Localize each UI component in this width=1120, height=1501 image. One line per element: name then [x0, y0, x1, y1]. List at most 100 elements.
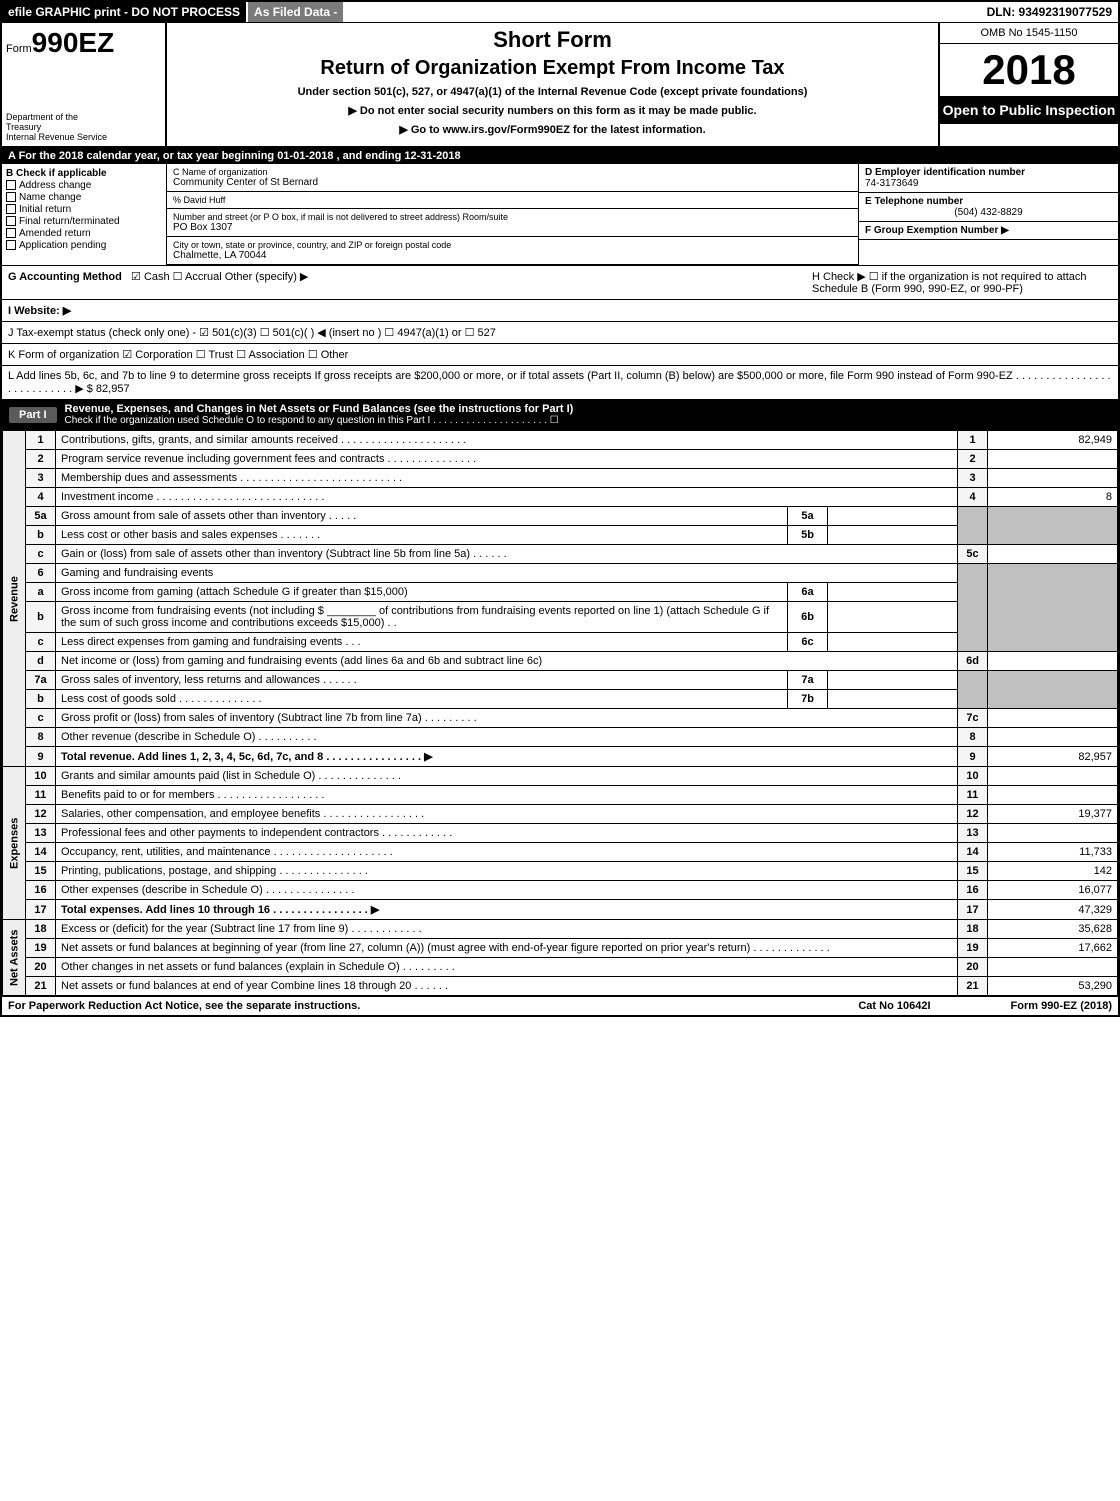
- department: Department of the Treasury Internal Reve…: [6, 112, 161, 142]
- phone-label: E Telephone number: [865, 196, 963, 207]
- paperwork-notice: For Paperwork Reduction Act Notice, see …: [8, 1000, 858, 1012]
- line-12-value: 19,377: [988, 805, 1118, 824]
- line-1-value: 82,949: [988, 431, 1118, 450]
- short-form-title: Short Form: [175, 27, 930, 53]
- website-label: I Website: ▶: [8, 304, 71, 317]
- care-of-value: % David Huff: [173, 195, 852, 205]
- box-c-org-info: C Name of organization Community Center …: [167, 164, 858, 265]
- line-7b: b Less cost of goods sold . . . . . . . …: [3, 690, 1118, 709]
- line-7a: 7a Gross sales of inventory, less return…: [3, 671, 1118, 690]
- line-19-value: 17,662: [988, 939, 1118, 958]
- group-exemption-field: F Group Exemption Number ▶: [859, 222, 1118, 240]
- phone-field: E Telephone number (504) 432-8829: [859, 193, 1118, 222]
- ein-label: D Employer identification number: [865, 167, 1025, 178]
- accounting-method: G Accounting Method ☑ Cash ☐ Accrual Oth…: [8, 270, 812, 283]
- line-11-value: [988, 786, 1118, 805]
- org-name-field: C Name of organization Community Center …: [167, 164, 858, 192]
- line-1: Revenue 1 Contributions, gifts, grants, …: [3, 431, 1118, 450]
- g-label: G Accounting Method: [8, 271, 122, 283]
- line-2-value: [988, 450, 1118, 469]
- revenue-section-label: Revenue: [3, 431, 26, 767]
- line-9-value: 82,957: [988, 747, 1118, 767]
- line-5a-value: [828, 507, 958, 526]
- form-of-organization[interactable]: K Form of organization ☑ Corporation ☐ T…: [8, 348, 348, 361]
- check-name-change[interactable]: Name change: [6, 192, 162, 203]
- line-6d: d Net income or (loss) from gaming and f…: [3, 652, 1118, 671]
- address-field: Number and street (or P O box, if mail i…: [167, 209, 858, 237]
- line-7b-value: [828, 690, 958, 709]
- city-label: City or town, state or province, country…: [173, 240, 852, 250]
- line-7a-value: [828, 671, 958, 690]
- line-8: 8 Other revenue (describe in Schedule O)…: [3, 728, 1118, 747]
- dln-label: DLN: 93492319077529: [981, 2, 1118, 22]
- header-center: Short Form Return of Organization Exempt…: [167, 23, 938, 146]
- check-address-change[interactable]: Address change: [6, 180, 162, 191]
- header: Form990EZ Department of the Treasury Int…: [2, 23, 1118, 148]
- row-i-website: I Website: ▶: [2, 299, 1118, 321]
- expenses-section-label: Expenses: [3, 767, 26, 920]
- city-field: City or town, state or province, country…: [167, 237, 858, 265]
- line-14: 14 Occupancy, rent, utilities, and maint…: [3, 843, 1118, 862]
- line-5b: b Less cost or other basis and sales exp…: [3, 526, 1118, 545]
- efile-label: efile GRAPHIC print - DO NOT PROCESS: [2, 2, 246, 22]
- dept2: Treasury: [6, 122, 161, 132]
- line-7c-value: [988, 709, 1118, 728]
- g-options[interactable]: ☑ Cash ☐ Accrual Other (specify) ▶: [131, 271, 308, 283]
- tax-exempt-status[interactable]: J Tax-exempt status (check only one) - ☑…: [8, 326, 496, 339]
- line-17-value: 47,329: [988, 900, 1118, 920]
- footer: For Paperwork Reduction Act Notice, see …: [2, 996, 1118, 1015]
- row-j-tax-exempt: J Tax-exempt status (check only one) - ☑…: [2, 321, 1118, 343]
- line-6: 6 Gaming and fundraising events: [3, 564, 1118, 583]
- line-19: 19 Net assets or fund balances at beginn…: [3, 939, 1118, 958]
- line-3: 3 Membership dues and assessments . . . …: [3, 469, 1118, 488]
- check-application-pending[interactable]: Application pending: [6, 240, 162, 251]
- ein-value: 74-3173649: [865, 178, 918, 189]
- form-container: efile GRAPHIC print - DO NOT PROCESS As …: [0, 0, 1120, 1017]
- box-b-title: B Check if applicable: [6, 168, 107, 179]
- shade-7: [958, 671, 988, 709]
- line-10-value: [988, 767, 1118, 786]
- phone-value: (504) 432-8829: [865, 207, 1112, 218]
- check-amended-return[interactable]: Amended return: [6, 228, 162, 239]
- open-inspection: Open to Public Inspection: [940, 96, 1118, 124]
- line-15-value: 142: [988, 862, 1118, 881]
- dept3: Internal Revenue Service: [6, 132, 161, 142]
- line-6a-value: [828, 583, 958, 602]
- line-4: 4 Investment income . . . . . . . . . . …: [3, 488, 1118, 507]
- line-18: Net Assets 18 Excess or (deficit) for th…: [3, 920, 1118, 939]
- header-right: OMB No 1545-1150 2018 Open to Public Ins…: [938, 23, 1118, 146]
- line-6c-value: [828, 633, 958, 652]
- ein-field: D Employer identification number 74-3173…: [859, 164, 1118, 193]
- form-number-footer: Form 990-EZ (2018): [1011, 1000, 1112, 1012]
- line-4-value: 8: [988, 488, 1118, 507]
- line-11: 11 Benefits paid to or for members . . .…: [3, 786, 1118, 805]
- line-6c: c Less direct expenses from gaming and f…: [3, 633, 1118, 652]
- schedule-b-check[interactable]: H Check ▶ ☐ if the organization is not r…: [812, 270, 1112, 295]
- org-name-value: Community Center of St Bernard: [173, 177, 852, 188]
- shade-5: [958, 507, 988, 545]
- line-9: 9 Total revenue. Add lines 1, 2, 3, 4, 5…: [3, 747, 1118, 767]
- lines-table: Revenue 1 Contributions, gifts, grants, …: [2, 430, 1118, 996]
- line-2: 2 Program service revenue including gove…: [3, 450, 1118, 469]
- care-of-field: % David Huff: [167, 192, 858, 209]
- shade-6: [958, 564, 988, 652]
- omb-number: OMB No 1545-1150: [940, 23, 1118, 44]
- ssn-warning: Do not enter social security numbers on …: [175, 104, 930, 117]
- line-13: 13 Professional fees and other payments …: [3, 824, 1118, 843]
- subtitle: Under section 501(c), 527, or 4947(a)(1)…: [175, 86, 930, 98]
- goto-link[interactable]: Go to www.irs.gov/Form990EZ for the late…: [175, 123, 930, 136]
- row-l-gross-receipts: L Add lines 5b, 6c, and 7b to line 9 to …: [2, 365, 1118, 399]
- part1-sub: Check if the organization used Schedule …: [65, 415, 1111, 426]
- check-initial-return[interactable]: Initial return: [6, 204, 162, 215]
- box-b-checkboxes: B Check if applicable Address change Nam…: [2, 164, 167, 265]
- address-label: Number and street (or P O box, if mail i…: [173, 212, 852, 222]
- dept1: Department of the: [6, 112, 161, 122]
- tax-year: 2018: [940, 44, 1118, 96]
- check-final-return[interactable]: Final return/terminated: [6, 216, 162, 227]
- gross-receipts-text: L Add lines 5b, 6c, and 7b to line 9 to …: [8, 370, 1112, 395]
- city-value: Chalmette, LA 70044: [173, 250, 852, 261]
- address-value: PO Box 1307: [173, 222, 852, 233]
- line-16-value: 16,077: [988, 881, 1118, 900]
- line-5c: c Gain or (loss) from sale of assets oth…: [3, 545, 1118, 564]
- header-left: Form990EZ Department of the Treasury Int…: [2, 23, 167, 146]
